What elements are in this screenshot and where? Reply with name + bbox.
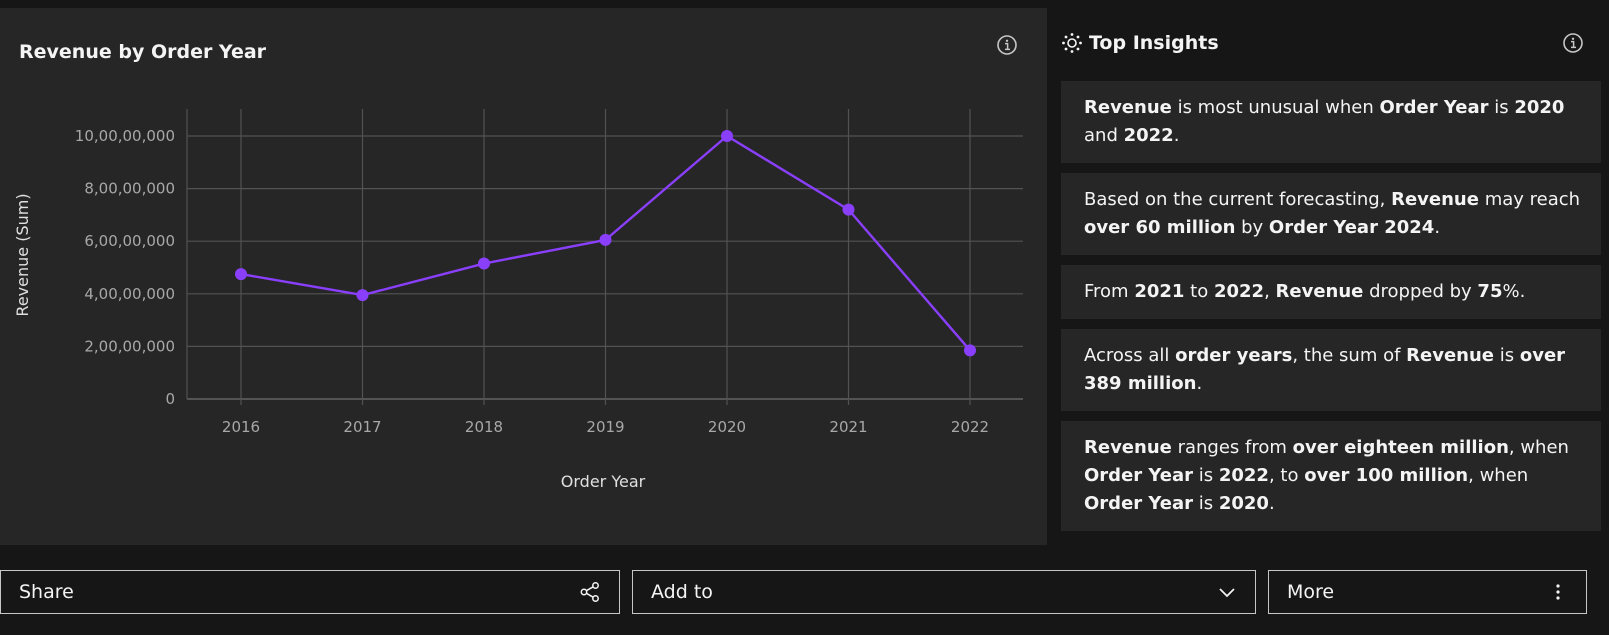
y-tick-label: 8,00,00,000 — [84, 180, 175, 198]
insight-text: 2022 — [1213, 281, 1265, 302]
insight-text: %. — [1502, 281, 1526, 302]
insight-text: Revenue — [1275, 281, 1364, 302]
chart-panel: Revenue by Order Year 0 2,00,00,000 4,00,0… — [0, 8, 1047, 545]
insight-card: From 2021 to 2022, Revenue dropped by 75… — [1061, 265, 1601, 319]
data-point[interactable] — [721, 130, 733, 142]
insight-text: . — [1196, 373, 1203, 394]
insight-card: Based on the current forecasting, Revenu… — [1061, 173, 1601, 255]
more-button[interactable]: More — [1268, 570, 1587, 614]
insight-text: is — [1494, 345, 1520, 366]
insight-text: Revenue — [1391, 189, 1479, 210]
insight-text: order years — [1175, 345, 1293, 366]
insight-text: and — [1084, 125, 1124, 146]
line-chart: 0 2,00,00,000 4,00,00,000 6,00,00,000 8,00,0… — [13, 109, 1023, 491]
y-tick-label: 10,00,00,000 — [75, 127, 175, 145]
insight-text: From — [1084, 281, 1135, 302]
insight-text: dropped by — [1363, 281, 1478, 302]
x-tick-label: 2021 — [829, 418, 867, 436]
more-label: More — [1287, 581, 1335, 603]
insights-header: Top Insights — [1061, 31, 1219, 55]
y-tick-label: 2,00,00,000 — [84, 337, 175, 355]
y-tick-label: 6,00,00,000 — [84, 232, 175, 250]
y-tick-label: 0 — [165, 390, 175, 408]
insight-text: . — [1173, 125, 1180, 146]
x-tick-label: 2016 — [222, 418, 260, 436]
insights-icon — [1062, 33, 1082, 53]
insight-text: Based on the current forecasting, — [1084, 189, 1392, 210]
data-point[interactable] — [356, 289, 369, 302]
insight-text: 2022 — [1123, 125, 1174, 146]
insight-text: over 60 million — [1084, 217, 1236, 238]
x-axis-title: Order Year — [561, 472, 646, 491]
info-icon[interactable] — [996, 34, 1018, 56]
insight-text: 2020 — [1514, 97, 1565, 118]
insight-text: . — [1434, 217, 1441, 238]
insight-text: , when — [1508, 437, 1569, 458]
insight-card: Revenue ranges from over eighteen millio… — [1061, 421, 1601, 531]
insight-text: is most unusual when — [1171, 97, 1380, 118]
insight-text: by — [1235, 217, 1269, 238]
x-tick-label: 2020 — [708, 418, 746, 436]
insight-text: 75 — [1477, 281, 1503, 302]
insights-title: Top Insights — [1089, 32, 1219, 54]
share-label: Share — [19, 581, 74, 603]
insights-panel: Top Insights Revenue is most unusual whe… — [1047, 0, 1609, 545]
insight-text: is — [1193, 493, 1219, 514]
chevron-down-icon — [1219, 588, 1235, 598]
insight-text: , the sum of — [1292, 345, 1407, 366]
insight-text: to — [1184, 281, 1214, 302]
insight-card: Across all order years, the sum of Reven… — [1061, 329, 1601, 411]
insight-text: 2020 — [1218, 493, 1269, 514]
insight-text: Revenue — [1084, 437, 1172, 458]
data-point[interactable] — [599, 233, 612, 246]
add-to-button[interactable]: Add to — [632, 570, 1256, 614]
insight-text: Order Year — [1084, 493, 1194, 514]
insight-text: is — [1193, 465, 1219, 486]
insight-text: Revenue — [1406, 345, 1495, 366]
info-icon[interactable] — [1562, 32, 1584, 54]
insight-text: Order Year — [1084, 465, 1194, 486]
insight-text: , when — [1468, 465, 1529, 486]
share-icon — [580, 582, 599, 602]
share-button[interactable]: Share — [0, 570, 620, 614]
insight-text: over eighteen million — [1292, 437, 1509, 458]
insight-text: is — [1488, 97, 1515, 118]
insight-card: Revenue is most unusual when Order Year … — [1061, 81, 1601, 163]
insight-text: Revenue — [1084, 97, 1172, 118]
insight-text: over 100 million — [1304, 465, 1469, 486]
insight-text: ranges from — [1171, 437, 1293, 458]
insight-text: . — [1268, 493, 1275, 514]
x-tick-label: 2018 — [465, 418, 503, 436]
x-tick-label: 2019 — [586, 418, 624, 436]
add-to-label: Add to — [651, 581, 713, 603]
x-tick-label: 2022 — [951, 418, 989, 436]
insight-text: Across all — [1084, 345, 1176, 366]
data-point[interactable] — [235, 268, 247, 281]
x-tick-label: 2017 — [343, 418, 381, 436]
y-tick-label: 4,00,00,000 — [84, 285, 175, 303]
insight-text: over 389 million — [1084, 345, 1566, 394]
insight-text: , — [1264, 281, 1276, 302]
insight-text: , to — [1268, 465, 1305, 486]
data-point[interactable] — [478, 257, 490, 270]
insight-text: Order Year — [1379, 97, 1489, 118]
data-point[interactable] — [964, 344, 976, 357]
y-axis-title: Revenue (Sum) — [13, 193, 32, 316]
overflow-menu-icon — [1556, 584, 1560, 600]
insight-text: may reach — [1478, 189, 1581, 210]
insight-text: Order Year 2024 — [1268, 217, 1435, 238]
data-point[interactable] — [842, 203, 855, 216]
insight-text: 2021 — [1134, 281, 1185, 302]
insight-text: 2022 — [1218, 465, 1269, 486]
chart-title: Revenue by Order Year — [19, 41, 267, 63]
